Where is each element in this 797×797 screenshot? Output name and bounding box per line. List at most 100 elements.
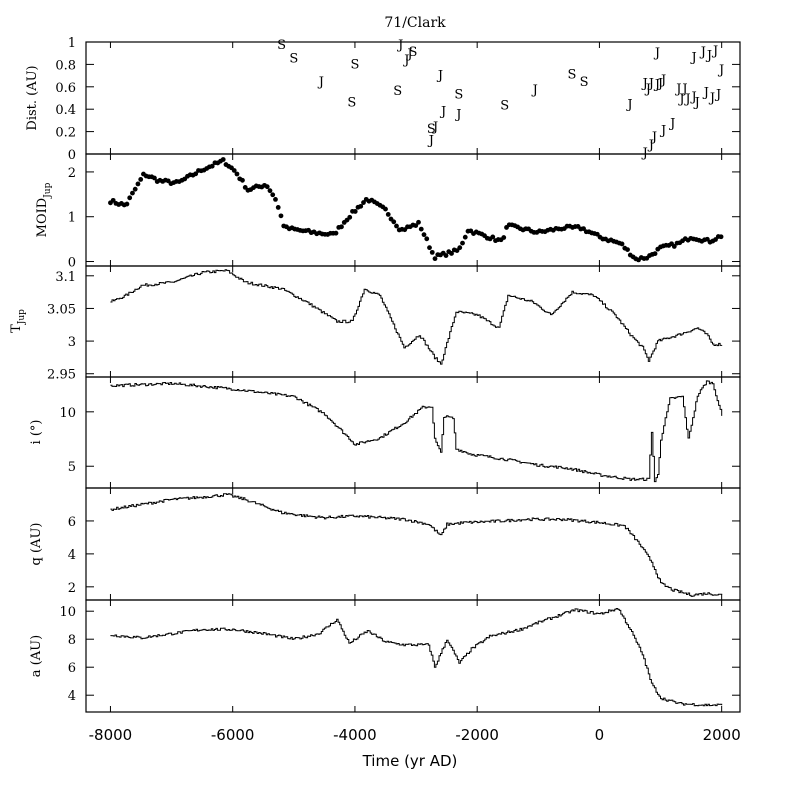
encounter-marker: J [705, 48, 712, 63]
encounter-marker: J [717, 63, 724, 78]
x-tick-label: 2000 [703, 726, 741, 744]
moid-point [132, 186, 138, 192]
moid-point [231, 168, 237, 173]
y-tick-label: 4 [68, 689, 76, 704]
encounter-marker: J [644, 82, 651, 97]
encounter-marker: J [711, 44, 718, 59]
y-tick-label: 0.8 [55, 58, 76, 73]
moid-point [127, 195, 133, 201]
moid-point [718, 234, 724, 240]
moid-point [267, 188, 273, 194]
y-tick-label: 2.95 [47, 368, 76, 383]
encounter-marker: J [641, 76, 648, 91]
encounter-marker: J [647, 138, 654, 153]
encounter-marker: S [427, 122, 436, 137]
moid-point [449, 251, 454, 256]
panel-inclination [85, 376, 741, 489]
moid-point [264, 184, 270, 190]
encounter-marker: J [690, 90, 697, 105]
y-tick-label: 6 [68, 515, 76, 530]
moid-point [278, 213, 284, 219]
y-tick-label: 6 [68, 661, 76, 676]
moid-point [275, 205, 281, 210]
moid-point [138, 177, 144, 182]
moid-point [347, 214, 353, 220]
moid-point [490, 234, 496, 240]
moid-point [124, 201, 130, 207]
moid-point [240, 177, 245, 183]
encounter-marker: J [708, 91, 715, 106]
moid-point [429, 249, 435, 255]
panel-perihelion [85, 487, 741, 601]
encounter-marker: S [580, 75, 589, 90]
encounter-marker: J [641, 146, 648, 161]
y-tick-label: 3.1 [55, 270, 76, 285]
y-tick-label: 2 [68, 581, 76, 596]
moid-point [424, 236, 430, 242]
encounter-marker: S [409, 45, 418, 60]
moid-point [193, 171, 199, 177]
ylabel-moid: MOIDJup [35, 182, 53, 237]
moid-point [385, 212, 391, 217]
encounter-marker: S [393, 84, 402, 99]
encounter-marker: S [567, 67, 576, 82]
encounter-marker: S [289, 52, 298, 67]
y-tick-label: 3.05 [47, 302, 76, 317]
perihelion-series-line [110, 493, 723, 597]
encounter-marker: J [647, 76, 654, 91]
encounter-marker: J [439, 104, 446, 119]
x-tick-label: -8000 [89, 726, 133, 744]
y-tick-label: 0.6 [55, 81, 76, 96]
x-tick-label: -6000 [211, 726, 255, 744]
y-tick-label: 1 [68, 211, 76, 226]
moid-point [432, 256, 438, 262]
y-tick-label: 3 [68, 335, 76, 350]
ylabel-semimajor: a (AU) [29, 635, 44, 677]
moid-point [391, 219, 397, 225]
panel-semimajor [85, 599, 741, 713]
encounter-marker: J [690, 51, 697, 66]
moid-point [209, 163, 215, 169]
moid-point [333, 230, 339, 236]
ylabel-distance: Dist. (AU) [25, 65, 40, 130]
panel-tisserand [85, 265, 741, 378]
encounter-marker: S [277, 38, 286, 53]
encounter-marker: J [650, 130, 657, 145]
encounter-marker: S [347, 95, 356, 110]
ylabel-inclination: i (°) [29, 420, 44, 445]
ylabel-perihelion: q (AU) [29, 523, 44, 566]
moid-point [394, 223, 399, 229]
encounter-marker: J [677, 92, 684, 107]
panel-moid [85, 153, 741, 267]
moid-point [652, 251, 658, 257]
y-tick-label: 5 [68, 460, 76, 475]
encounter-marker: J [699, 45, 706, 60]
moid-point [152, 175, 157, 181]
encounter-marker: J [405, 47, 412, 62]
x-tick-label: -2000 [455, 726, 499, 744]
chart-title: 71/Clark [384, 15, 446, 31]
moid-point [625, 247, 630, 253]
encounter-marker: J [656, 76, 663, 91]
moid-point [619, 241, 625, 247]
encounter-marker: J [396, 38, 403, 53]
semimajor-series-line [110, 608, 723, 707]
encounter-marker: S [454, 88, 463, 103]
moid-point [457, 245, 463, 251]
y-tick-label: 0.4 [55, 103, 76, 118]
encounter-marker: J [436, 68, 443, 83]
y-tick-label: 0.2 [55, 126, 76, 141]
encounter-marker: S [350, 57, 359, 72]
moid-point [427, 245, 432, 251]
moid-point [273, 197, 278, 202]
encounter-marker: J [653, 46, 660, 61]
encounter-marker: J [680, 82, 687, 97]
encounter-marker: J [431, 120, 438, 135]
moid-point [460, 240, 465, 246]
y-tick-label: 1 [68, 36, 76, 51]
encounter-marker: J [653, 77, 660, 92]
moid-point [581, 226, 586, 231]
moid-point [135, 181, 141, 187]
moid-point [413, 223, 419, 229]
moid-point [443, 253, 449, 258]
